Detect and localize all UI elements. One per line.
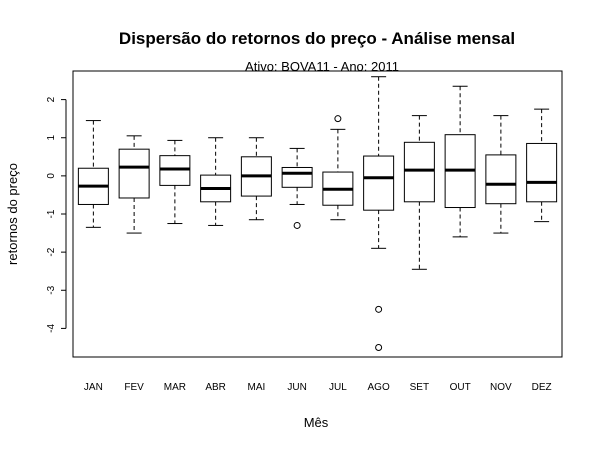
x-tick-label: NOV: [490, 382, 512, 393]
boxes-group: [77, 76, 558, 351]
box-abr: [200, 137, 232, 226]
x-tick-label: OUT: [450, 382, 471, 393]
iqr-box: [485, 154, 517, 205]
x-axis: JAN FEV MAR ABR MAI JUN JUL AGO SET OUT NOV DEZ: [84, 382, 552, 393]
box-mai: [240, 137, 272, 221]
x-tick-label: SET: [410, 382, 429, 393]
outlier-point: [375, 305, 383, 313]
iqr-box: [118, 148, 150, 199]
iqr-box: [159, 155, 191, 186]
chart-subtitle: Ativo: BOVA11 - Ano: 2011: [245, 59, 399, 74]
x-axis-label: Mês: [304, 415, 329, 430]
box-dez: [526, 108, 558, 223]
y-tick-label: -3: [46, 285, 57, 294]
x-tick-label: ABR: [205, 382, 226, 393]
x-tick-label: JAN: [84, 382, 103, 393]
iqr-box: [403, 141, 435, 203]
outlier-point: [334, 115, 342, 123]
x-tick-label: JUL: [329, 382, 347, 393]
box-fev: [118, 135, 150, 234]
plot-frame: [72, 70, 563, 358]
y-tick-label: 1: [46, 135, 57, 141]
x-tick-label: JUN: [287, 382, 306, 393]
box-out: [444, 85, 476, 238]
y-axis: -4 -3 -2 -1 0 1 2: [46, 96, 67, 333]
box-set: [403, 115, 435, 270]
y-tick-label: -2: [46, 247, 57, 256]
box-jun: [281, 147, 313, 229]
box-mar: [159, 139, 191, 225]
box-ago: [363, 76, 395, 351]
x-tick-label: MAI: [247, 382, 265, 393]
x-tick-label: AGO: [368, 382, 390, 393]
y-tick-label: 0: [46, 173, 57, 179]
outlier-point: [293, 221, 301, 229]
y-tick-label: -1: [46, 209, 57, 218]
y-tick-label: -4: [46, 324, 57, 333]
box-jul: [322, 115, 354, 221]
box-nov: [485, 115, 517, 234]
outlier-point: [375, 343, 383, 351]
iqr-box: [281, 166, 313, 188]
chart-title: Dispersão do retornos do preço - Análise…: [119, 29, 515, 48]
x-tick-label: DEZ: [532, 382, 552, 393]
y-axis-label: retornos do preço: [5, 163, 20, 265]
y-tick-label: 2: [46, 96, 57, 102]
x-tick-label: MAR: [164, 382, 186, 393]
box-jan: [77, 120, 109, 228]
x-tick-label: FEV: [124, 382, 144, 393]
iqr-box: [526, 142, 558, 203]
iqr-box: [363, 155, 395, 211]
